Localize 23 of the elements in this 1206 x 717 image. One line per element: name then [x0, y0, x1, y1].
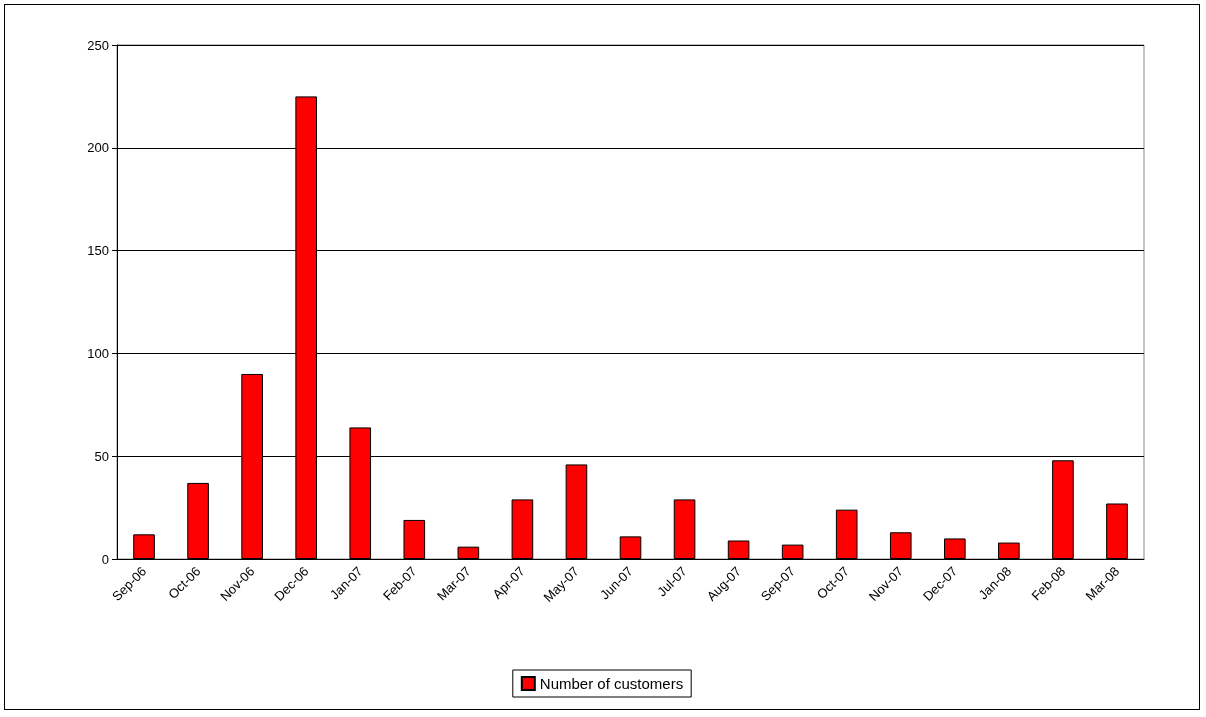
y-tick-label: 50	[94, 448, 109, 464]
bar	[673, 499, 696, 559]
bar	[565, 464, 588, 559]
bar	[457, 546, 480, 559]
bar	[944, 538, 966, 559]
y-tick-label: 100	[87, 345, 109, 361]
y-tick-label: 200	[87, 140, 109, 156]
y-tick-label: 250	[87, 37, 109, 53]
bar	[511, 499, 534, 559]
bar	[133, 534, 155, 559]
y-tick-label: 150	[87, 243, 109, 259]
bar	[781, 544, 804, 559]
bar	[835, 509, 858, 559]
bar	[619, 536, 642, 559]
bar	[889, 532, 912, 559]
bar	[1052, 460, 1074, 559]
y-tick-label: 0	[101, 551, 109, 567]
bar	[727, 540, 750, 559]
bar	[998, 542, 1020, 559]
bar	[1106, 503, 1128, 559]
bar	[403, 519, 426, 559]
bar	[187, 482, 209, 559]
legend-label: Number of customers	[539, 675, 684, 692]
